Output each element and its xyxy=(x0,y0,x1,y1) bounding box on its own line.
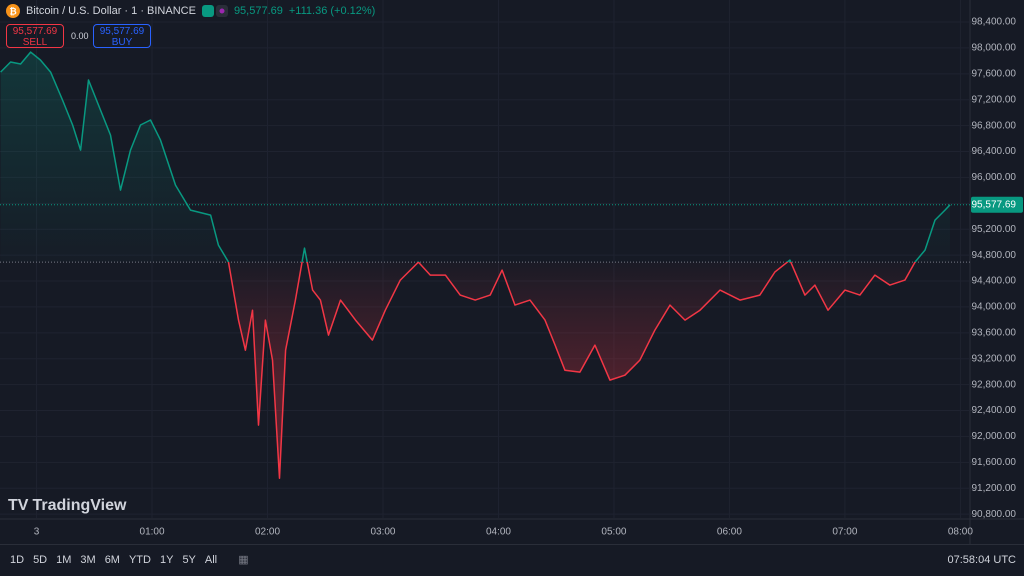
price-change: +111.36 (+0.12%) xyxy=(288,5,376,17)
y-tick-label: 91,200.00 xyxy=(972,483,1017,494)
symbol[interactable]: Bitcoin / U.S. Dollar · 1 · BINANCE xyxy=(26,5,196,17)
y-tick-label: 93,600.00 xyxy=(972,327,1017,338)
x-tick-label: 05:00 xyxy=(601,527,626,538)
ranges: 1D 5D 1M 3M 6M YTD 1Y 5Y All xyxy=(10,545,217,575)
sell-button[interactable]: 95,577.69 SELL xyxy=(6,24,64,48)
range-button[interactable]: 1D xyxy=(10,554,25,566)
x-tick-label: 07:00 xyxy=(832,527,857,538)
last-price: 95,577.69 xyxy=(233,5,283,17)
range-button[interactable]: 6M xyxy=(104,554,120,566)
y-tick-label: 92,400.00 xyxy=(972,405,1017,416)
y-tick-label: 91,600.00 xyxy=(972,457,1017,468)
clock: 07:58:04 UTC xyxy=(947,554,1016,566)
last-price-box xyxy=(971,196,1023,213)
chart: 90,800.00 91,200.00 91,600.00 92,000.00 92,4… xyxy=(0,0,1024,544)
y-tick-label: 95,200.00 xyxy=(972,224,1017,235)
y-tick-label: 94,000.00 xyxy=(972,302,1017,313)
indicator-icon[interactable] xyxy=(201,4,228,18)
x-tick-label: 03:00 xyxy=(370,527,395,538)
y-tick-label: 94,800.00 xyxy=(972,250,1017,261)
x-tick-label: 06:00 xyxy=(717,527,742,538)
range-button[interactable]: YTD xyxy=(128,554,151,566)
x-tick-label: 01:00 xyxy=(140,527,165,538)
y-tick-label: 92,000.00 xyxy=(972,431,1017,442)
range-button[interactable]: 5D xyxy=(33,554,48,566)
y-tick-label: 93,200.00 xyxy=(972,353,1017,364)
buy-label: BUY xyxy=(111,37,133,48)
svg-text:₿: ₿ xyxy=(9,6,16,16)
y-tick-label: 98,400.00 xyxy=(972,17,1017,28)
y-tick-label: 96,800.00 xyxy=(972,120,1017,131)
y-tick-label: 92,800.00 xyxy=(972,379,1017,390)
x-tick-label: 3 xyxy=(34,527,40,538)
y-tick-label: 90,800.00 xyxy=(972,509,1017,520)
range-button[interactable]: All xyxy=(204,554,218,566)
range-button[interactable]: 5Y xyxy=(182,554,196,566)
y-tick-label: 96,400.00 xyxy=(972,146,1017,157)
price-line xyxy=(0,51,951,479)
last-price-label: 95,577.69 xyxy=(972,199,1017,210)
sell-label: SELL xyxy=(22,37,48,48)
y-tick-label: 97,600.00 xyxy=(972,68,1017,79)
baseline-area xyxy=(0,52,950,479)
range-button[interactable]: 1Y xyxy=(159,554,174,566)
logo-text: TradingView xyxy=(32,497,127,514)
spread: 0.00 xyxy=(71,31,89,41)
y-tick-label: 94,400.00 xyxy=(972,276,1017,287)
header: ₿ Bitcoin / U.S. Dollar · 1 · BINANCE 95… xyxy=(6,4,375,18)
bitcoin-icon: ₿ xyxy=(6,4,20,18)
x-tick-label: 08:00 xyxy=(948,527,973,538)
range-button[interactable]: 3M xyxy=(80,554,96,566)
logo: TV TradingView xyxy=(8,497,127,514)
sell-price: 95,577.69 xyxy=(12,26,58,37)
buy-price: 95,577.69 xyxy=(99,26,145,37)
calendar-icon[interactable]: ▦ xyxy=(238,554,249,566)
range-button[interactable]: 1M xyxy=(56,554,72,566)
buy-button[interactable]: 95,577.69 BUY xyxy=(93,24,151,48)
y-tick-label: 97,200.00 xyxy=(972,94,1017,105)
x-tick-label: 02:00 xyxy=(255,527,280,538)
toolbar: 1D 5D 1M 3M 6M YTD 1Y 5Y All ▦ 07:58:04 UTC xyxy=(0,544,1024,576)
x-tick-label: 04:00 xyxy=(486,527,511,538)
y-tick-label: 98,000.00 xyxy=(972,43,1017,54)
y-tick-label: 96,000.00 xyxy=(972,172,1017,183)
